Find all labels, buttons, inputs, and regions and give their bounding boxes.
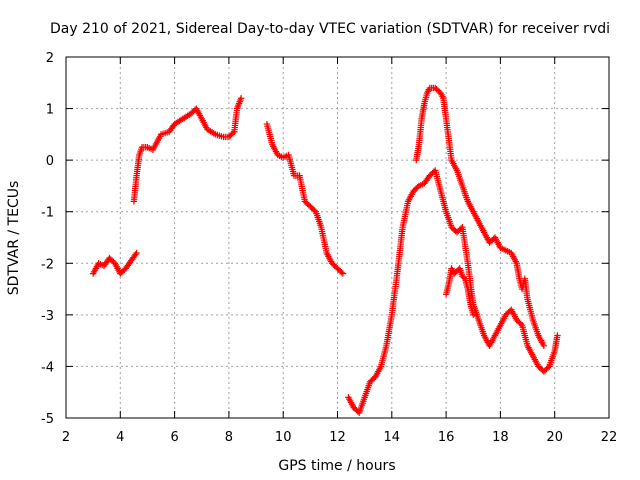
y-tick-label: 2 [46,51,54,66]
series-arc-5 [413,84,548,349]
data-points [89,84,561,417]
y-tick-label: 0 [46,154,54,169]
series-arc-6 [442,265,477,319]
data-point [229,129,237,137]
data-point [339,270,347,277]
y-tick-label: 1 [46,103,54,118]
x-tick-label: 6 [170,430,178,445]
series-arc-3 [263,120,347,277]
x-tick-label: 16 [438,430,455,445]
x-tick-label: 4 [116,430,124,445]
series-arc-4 [345,167,561,417]
data-point [338,269,345,276]
y-tick-label: -2 [41,257,54,272]
data-point [517,320,524,328]
x-tick-label: 8 [225,430,233,445]
y-axis-label: SDTVAR / TECUs [6,181,22,296]
x-tick-label: 18 [492,430,509,445]
x-tick-label: 14 [384,430,401,445]
data-point [470,311,477,319]
x-tick-label: 22 [601,430,618,445]
data-point [544,364,552,371]
series-arc-1 [89,249,140,277]
y-tick-label: -3 [41,309,54,324]
data-point [540,342,548,349]
data-point [554,332,561,339]
x-tick-label: 20 [546,430,563,445]
data-point [460,274,467,281]
y-tick-label: -1 [41,206,54,221]
x-axis-label: GPS time / hours [278,458,395,474]
y-tick-label: -5 [41,412,54,427]
data-point [237,95,245,102]
data-point [311,207,318,214]
x-tick-label: 12 [329,430,346,445]
x-tick-label: 10 [275,430,292,445]
x-tick-label: 2 [62,430,70,445]
y-tick-label: -4 [41,360,54,375]
gridlines [66,57,609,418]
chart-title: Day 210 of 2021, Sidereal Day-to-day VTE… [50,21,610,37]
series-arc-2 [130,95,245,205]
data-point [133,249,140,257]
